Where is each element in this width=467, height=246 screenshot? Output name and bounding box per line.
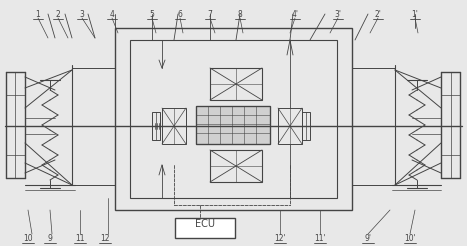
Text: 6: 6 (177, 10, 183, 19)
Text: 2: 2 (56, 10, 60, 19)
Bar (210, 150, 262, 182)
Text: 11': 11' (314, 234, 326, 243)
Bar (196, 106, 270, 144)
Text: 4': 4' (291, 10, 298, 19)
Text: 3: 3 (79, 10, 85, 19)
Text: 12: 12 (100, 234, 110, 243)
Bar (175, 218, 235, 238)
Bar (196, 106, 270, 144)
Bar (278, 108, 302, 144)
Bar (130, 40, 337, 198)
Bar (210, 68, 262, 100)
Bar (152, 112, 160, 140)
Text: 10': 10' (404, 234, 416, 243)
Text: 2': 2' (375, 10, 382, 19)
Text: 9: 9 (48, 234, 52, 243)
Text: 1': 1' (411, 10, 418, 19)
Bar (302, 112, 310, 140)
Text: 9': 9' (365, 234, 372, 243)
Text: 5: 5 (149, 10, 155, 19)
Text: 8: 8 (238, 10, 242, 19)
Text: 1: 1 (35, 10, 40, 19)
Text: 3': 3' (334, 10, 341, 19)
Text: ECU: ECU (195, 219, 215, 229)
Text: 4: 4 (110, 10, 114, 19)
Text: 10: 10 (23, 234, 33, 243)
Text: 7: 7 (207, 10, 212, 19)
Bar (162, 108, 186, 144)
Text: 12': 12' (274, 234, 286, 243)
Text: 11: 11 (75, 234, 85, 243)
Bar (115, 28, 352, 210)
